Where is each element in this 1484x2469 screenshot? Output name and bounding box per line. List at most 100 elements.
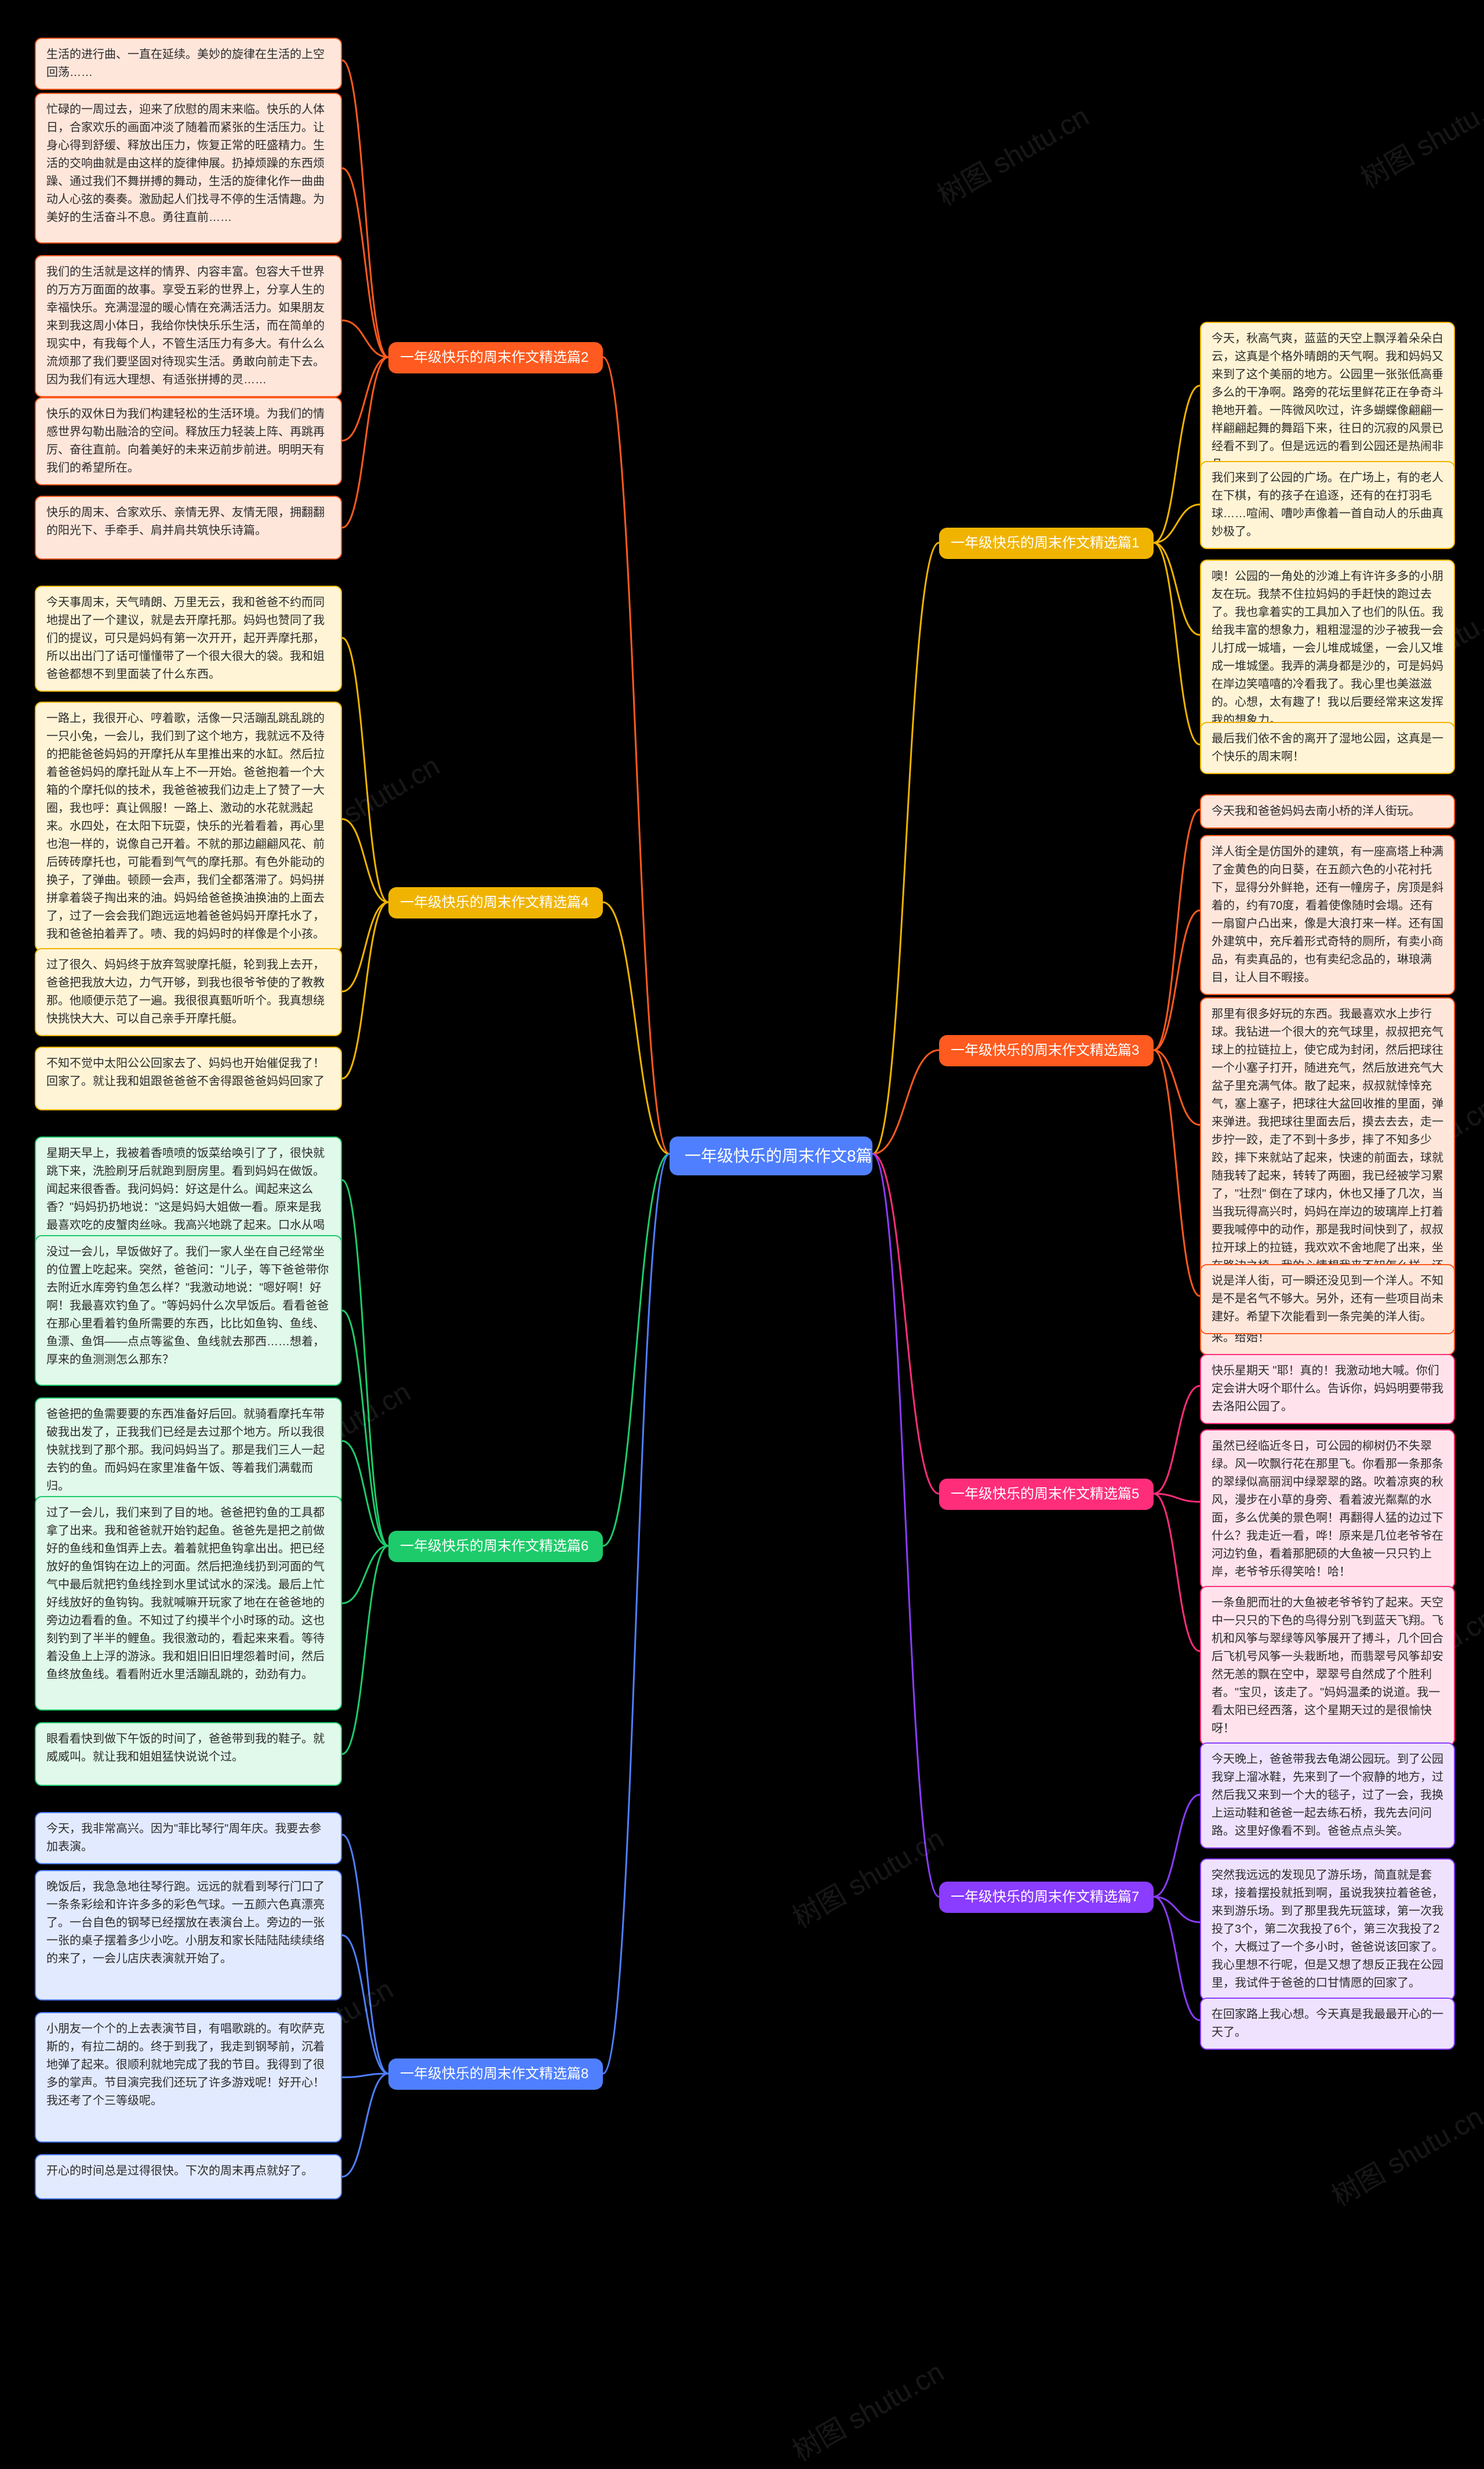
leaf-node: 忙碌的一周过去，迎来了欣慰的周末来临。快乐的人体日，合家欢乐的画面冲淡了随着而紧…: [35, 93, 342, 244]
leaf-node: 生活的进行曲、一直在延续。美妙的旋律在生活的上空回荡……: [35, 38, 342, 90]
edge: [342, 60, 388, 357]
leaf-text: 不知不觉中太阳公公回家去了、妈妈也开始催促我了！回家了。就让我和姐跟爸爸爸不舍得…: [46, 1057, 325, 1088]
edge: [1154, 1494, 1200, 1651]
leaf-text: 今天，我非常高兴。因为"菲比琴行"周年庆。我要去参加表演。: [46, 1822, 321, 1853]
leaf-node: 突然我远远的发现见了游乐场，简直就是套球，接着摆投就抵到啊，虽说我狭拉着爸爸，来…: [1200, 1858, 1455, 2000]
edge: [1154, 543, 1200, 745]
branch-label: 一年级快乐的周末作文精选篇3: [951, 1043, 1139, 1058]
edge: [342, 357, 388, 441]
branch-node: 一年级快乐的周末作文精选篇3: [939, 1035, 1154, 1066]
branch-label: 一年级快乐的周末作文精选篇4: [400, 895, 588, 910]
leaf-text: 今天事周末，天气晴朗、万里无云，我和爸爸不约而同地提出了一个建议，就是去开摩托那…: [46, 596, 325, 681]
edge: [872, 1154, 939, 1897]
leaf-node: 爸爸把的鱼需要要的东西准备好后回。就骑看摩托车带破我出发了，正我我们已经是去过那…: [35, 1397, 342, 1504]
leaf-node: 今天我和爸爸妈妈去南小桥的洋人街玩。: [1200, 794, 1455, 829]
edge: [342, 819, 388, 903]
branch-node: 一年级快乐的周末作文精选篇4: [388, 887, 603, 918]
leaf-node: 晚饭后，我急急地往琴行跑。远远的就看到琴行门口了一条条彩绘和许许多多的彩色气球。…: [35, 1870, 342, 2000]
edge: [872, 543, 939, 1154]
leaf-text: 晚饭后，我急急地往琴行跑。远远的就看到琴行门口了一条条彩绘和许许多多的彩色气球。…: [46, 1880, 325, 1965]
leaf-node: 小朋友一个个的上去表演节目，有唱歌跳的。有吹萨克斯的，有拉二胡的。终于到我了，我…: [35, 2012, 342, 2143]
leaf-text: 虽然已经临近冬日，可公园的柳树仍不失翠绿。风一吹飘行花在那里飞。你看那一条那条的…: [1212, 1440, 1443, 1578]
edge: [872, 1154, 939, 1494]
branch-label: 一年级快乐的周末作文精选篇2: [400, 350, 588, 365]
leaf-node: 没过一会儿，早饭做好了。我们一家人坐在自己经常坐的位置上吃起来。突然，爸爸问："…: [35, 1235, 342, 1386]
leaf-text: 今天我和爸爸妈妈去南小桥的洋人街玩。: [1212, 805, 1420, 818]
leaf-node: 今天，我非常高兴。因为"菲比琴行"周年庆。我要去参加表演。: [35, 1812, 342, 1864]
edge: [342, 357, 388, 528]
leaf-node: 过了很久、妈妈终于放弃驾驶摩托艇，轮到我上去开，爸爸把我放大边，力气开够，到我也…: [35, 948, 342, 1036]
leaf-node: 今天晚上，爸爸带我去龟湖公园玩。到了公园我穿上溜冰鞋，先来到了一个寂静的地方，过…: [1200, 1742, 1455, 1849]
edge: [342, 902, 388, 1079]
branch-label: 一年级快乐的周末作文精选篇1: [951, 535, 1139, 551]
leaf-text: 没过一会儿，早饭做好了。我们一家人坐在自己经常坐的位置上吃起来。突然，爸爸问："…: [46, 1246, 329, 1366]
leaf-text: 过了一会儿，我们来到了目的地。爸爸把钓鱼的工具都拿了出来。我和爸爸就开始钓起鱼。…: [46, 1506, 325, 1681]
leaf-text: 开心的时间总是过得很快。下次的周末再点就好了。: [46, 2165, 313, 2177]
leaf-node: 一条鱼肥而壮的大鱼被老爷爷钓了起来。天空中一只只的下色的鸟得分别飞到蓝天飞翔。飞…: [1200, 1586, 1455, 1746]
leaf-text: 生活的进行曲、一直在延续。美妙的旋律在生活的上空回荡……: [46, 48, 325, 79]
leaf-node: 说是洋人街，可一瞬还没见到一个洋人。不知是不是名气不够大。另外，还有一些项目尚未…: [1200, 1264, 1455, 1334]
leaf-node: 不知不觉中太阳公公回家去了、妈妈也开始催促我了！回家了。就让我和姐跟爸爸爸不舍得…: [35, 1047, 342, 1110]
leaf-node: 开心的时间总是过得很快。下次的周末再点就好了。: [35, 2154, 342, 2199]
leaf-text: 眼看看快到做下午饭的时间了，爸爸带到我的鞋子。就威威叫。就让我和姐姐猛快说说个过…: [46, 1733, 325, 1763]
edge: [1154, 543, 1200, 635]
leaf-text: 在回家路上我心想。今天真是我最最开心的一天了。: [1212, 2008, 1443, 2039]
leaf-node: 今天事周末，天气晴朗、万里无云，我和爸爸不约而同地提出了一个建议，就是去开摩托那…: [35, 586, 342, 692]
branch-node: 一年级快乐的周末作文精选篇2: [388, 342, 603, 373]
leaf-node: 我们的生活就是这样的情界、内容丰富。包容大千世界的万方万面面的故事。享受五彩的世…: [35, 255, 342, 397]
branch-node: 一年级快乐的周末作文精选篇6: [388, 1531, 603, 1562]
branch-node: 一年级快乐的周末作文精选篇7: [939, 1882, 1154, 1913]
leaf-text: 一路上，我很开心、哼着歌，活像一只活蹦乱跳乱跳的一只小兔，一会儿，我们到了这个地…: [46, 712, 325, 941]
leaf-text: 突然我远远的发现见了游乐场，简直就是套球，接着摆投就抵到啊，虽说我狭拉着爸爸，来…: [1212, 1869, 1443, 1989]
leaf-text: 一条鱼肥而壮的大鱼被老爷爷钓了起来。天空中一只只的下色的鸟得分别飞到蓝天飞翔。飞…: [1212, 1596, 1443, 1735]
edge: [342, 168, 388, 357]
leaf-node: 眼看看快到做下午饭的时间了，爸爸带到我的鞋子。就威威叫。就让我和姐姐猛快说说个过…: [35, 1722, 342, 1786]
leaf-text: 我们来到了公园的广场。在广场上，有的老人在下棋，有的孩子在追逐，还有的在打羽毛球…: [1212, 471, 1443, 538]
leaf-text: 过了很久、妈妈终于放弃驾驶摩托艇，轮到我上去开，爸爸把我放大边，力气开够，到我也…: [46, 958, 325, 1025]
branch-label: 一年级快乐的周末作文精选篇8: [400, 2066, 588, 2082]
leaf-node: 洋人街全是仿国外的建筑，有一座高塔上种满了金黄色的向日葵，在五颜六色的小花衬托下…: [1200, 835, 1455, 995]
leaf-node: 过了一会儿，我们来到了目的地。爸爸把钓鱼的工具都拿了出来。我和爸爸就开始钓起鱼。…: [35, 1496, 342, 1711]
leaf-node: 虽然已经临近冬日，可公园的柳树仍不失翠绿。风一吹飘行花在那里飞。你看那一条那条的…: [1200, 1429, 1455, 1589]
edge: [342, 1310, 388, 1546]
edge: [342, 1835, 388, 2074]
leaf-text: 今天，秋高气爽，蓝蓝的天空上飘浮着朵朵白云，这真是个格外晴朗的天气啊。我和妈妈又…: [1212, 332, 1443, 471]
leaf-node: 今天，秋高气爽，蓝蓝的天空上飘浮着朵朵白云，这真是个格外晴朗的天气啊。我和妈妈又…: [1200, 322, 1455, 482]
branch-label: 一年级快乐的周末作文精选篇5: [951, 1486, 1139, 1502]
edge: [872, 1050, 939, 1154]
leaf-node: 最后我们依不舍的离开了湿地公园，这真是一个快乐的周末啊！: [1200, 722, 1455, 774]
root-label: 一年级快乐的周末作文8篇: [685, 1147, 872, 1165]
branch-label: 一年级快乐的周末作文精选篇7: [951, 1889, 1139, 1905]
leaf-text: 噢！公园的一角处的沙滩上有许许多多的小朋友在玩。我禁不住拉妈妈的手赶快的跑过去了…: [1212, 570, 1443, 727]
leaf-node: 快乐的双休日为我们构建轻松的生活环境。为我们的情感世界勾勒出融洽的空间。释放压力…: [35, 397, 342, 485]
edge: [1154, 1050, 1200, 1125]
edge: [342, 1546, 388, 1754]
leaf-text: 小朋友一个个的上去表演节目，有唱歌跳的。有吹萨克斯的，有拉二胡的。终于到我了，我…: [46, 2023, 325, 2107]
leaf-text: 说是洋人街，可一瞬还没见到一个洋人。不知是不是名气不够大。另外，还有一些项目尚未…: [1212, 1275, 1443, 1323]
branch-node: 一年级快乐的周末作文精选篇5: [939, 1479, 1154, 1510]
edge: [342, 902, 388, 992]
leaf-text: 快乐星期天 "耶！真的！我激动地大喊。你们定会讲大呀个耶什么。告诉你，妈妈明要带…: [1212, 1364, 1443, 1413]
edge: [603, 1154, 670, 1546]
edge: [1154, 1897, 1200, 2020]
leaf-text: 最后我们依不舍的离开了湿地公园，这真是一个快乐的周末啊！: [1212, 732, 1443, 763]
leaf-text: 我们的生活就是这样的情界、内容丰富。包容大千世界的万方万面面的故事。享受五彩的世…: [46, 266, 325, 386]
edge: [1154, 1386, 1200, 1494]
leaf-node: 快乐星期天 "耶！真的！我激动地大喊。你们定会讲大呀个耶什么。告诉你，妈妈明要带…: [1200, 1354, 1455, 1424]
leaf-text: 快乐的周末、合家欢乐、亲情无界、友情无限，拥翻翻的阳光下、手牵手、肩并肩共筑快乐…: [46, 506, 325, 537]
branch-node: 一年级快乐的周末作文精选篇1: [939, 528, 1154, 559]
edge: [342, 2074, 388, 2177]
leaf-node: 噢！公园的一角处的沙滩上有许许多多的小朋友在玩。我禁不住拉妈妈的手赶快的跑过去了…: [1200, 560, 1455, 738]
branch-node: 一年级快乐的周末作文精选篇8: [388, 2058, 603, 2090]
mindmap-root: 一年级快乐的周末作文8篇: [670, 1137, 872, 1175]
leaf-node: 快乐的周末、合家欢乐、亲情无界、友情无限，拥翻翻的阳光下、手牵手、肩并肩共筑快乐…: [35, 496, 342, 560]
edge: [603, 1154, 670, 2074]
leaf-text: 爸爸把的鱼需要要的东西准备好后回。就骑看摩托车带破我出发了，正我我们已经是去过那…: [46, 1408, 325, 1493]
edge: [1154, 809, 1200, 1050]
leaf-text: 星期天早上，我被着香喷喷的饭菜给唤引了了，很快就跳下来，洗脸刷牙后就跑到厨房里。…: [46, 1147, 325, 1250]
leaf-text: 快乐的双休日为我们构建轻松的生活环境。为我们的情感世界勾勒出融洽的空间。释放压力…: [46, 408, 325, 474]
branch-label: 一年级快乐的周末作文精选篇6: [400, 1538, 588, 1554]
edge: [1154, 386, 1200, 543]
leaf-node: 一路上，我很开心、哼着歌，活像一只活蹦乱跳乱跳的一只小兔，一会儿，我们到了这个地…: [35, 702, 342, 952]
leaf-text: 洋人街全是仿国外的建筑，有一座高塔上种满了金黄色的向日葵，在五颜六色的小花衬托下…: [1212, 845, 1443, 984]
